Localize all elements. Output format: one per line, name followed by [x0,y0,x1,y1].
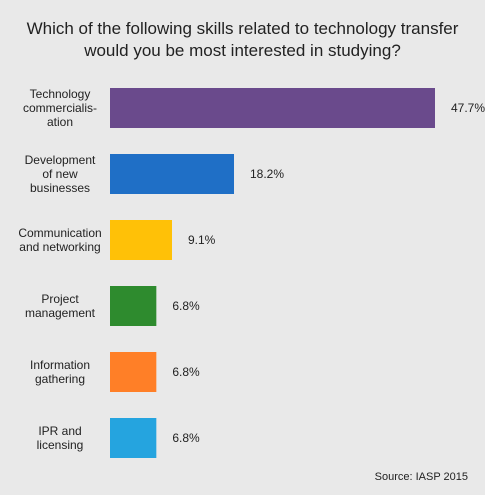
category-label-development-of-new-businesses: Development of new businesses [25,153,96,195]
value-label-information-gathering: 6.8% [172,365,200,379]
value-label-communication-and-networking: 9.1% [188,233,216,247]
bar-communication-and-networking [110,220,173,260]
category-label-communication-and-networking: Communication and networking [18,226,101,254]
bar-ipr-and-licensing [110,418,157,458]
bar-information-gathering [110,352,157,392]
bar-project-management [110,286,157,326]
bar-development-of-new-businesses [110,154,235,194]
chart-title: Which of the following skills related to… [0,18,485,62]
chart-title-line-2: would you be most interested in studying… [84,41,401,60]
chart-title-line-1: Which of the following skills related to… [26,19,459,38]
category-label-information-gathering: Information gathering [30,358,90,386]
category-label-project-management: Project management [25,292,96,320]
source-note: Source: IASP 2015 [374,471,468,483]
bar-technology-commercialis-ation [110,88,435,128]
category-label-technology-commercialis-ation: Technology commercialis-ation [23,87,97,129]
category-label-ipr-and-licensing: IPR and licensing [37,424,84,452]
value-label-development-of-new-businesses: 18.2% [250,167,284,181]
value-label-project-management: 6.8% [172,299,200,313]
value-label-ipr-and-licensing: 6.8% [172,431,200,445]
value-label-technology-commercialis-ation: 47.7% [451,101,485,115]
